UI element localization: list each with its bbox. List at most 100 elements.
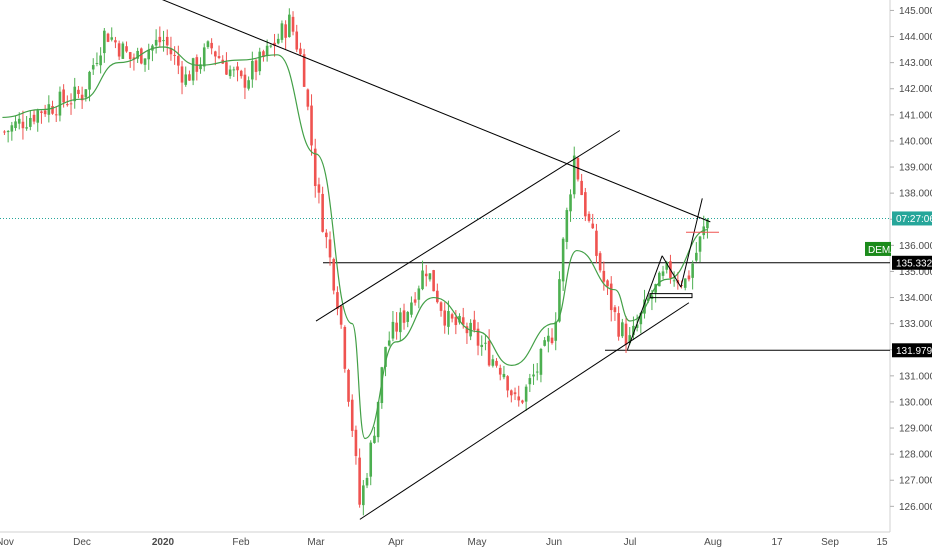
lower-channel-line[interactable] — [359, 302, 690, 520]
x-tick-label: May — [468, 537, 487, 548]
candle-up — [103, 30, 106, 54]
candle-up — [73, 86, 77, 102]
candle-up — [206, 41, 210, 47]
candle-down — [313, 148, 317, 187]
x-tick-label: 17 — [771, 537, 783, 548]
candle-down — [114, 40, 117, 43]
candle-down — [347, 369, 350, 402]
candle-down — [51, 105, 54, 114]
candle-up — [406, 312, 410, 322]
candle-down — [584, 192, 587, 217]
descending-trendline[interactable] — [2, 0, 711, 223]
candle-down — [291, 16, 295, 32]
candle-down — [487, 340, 491, 366]
upper-channel-line[interactable] — [315, 130, 621, 322]
candle-down — [354, 429, 358, 457]
candle-up — [558, 279, 561, 322]
candle-up — [543, 340, 546, 346]
candle-down — [243, 74, 247, 88]
candle-up — [265, 45, 269, 56]
wedge-line-a[interactable] — [626, 255, 663, 350]
candle-down — [217, 56, 221, 58]
candle-down — [106, 33, 110, 42]
support-price-tag-bg — [892, 343, 932, 358]
dema-indicator-tag[interactable]: DEMA — [868, 245, 897, 256]
candle-up — [25, 127, 28, 129]
price-tags: 07:27:06 135.332 131.979 DEMA — [865, 211, 932, 358]
candle-up — [532, 374, 535, 377]
candle-down — [158, 36, 162, 43]
y-tick-label: 140.000 — [899, 136, 932, 147]
y-tick-label: 130.000 — [899, 397, 932, 408]
x-tick-label: Jun — [546, 537, 562, 548]
candle-up — [199, 64, 202, 70]
candle-up — [121, 43, 125, 59]
candle-up — [524, 386, 528, 402]
wedge-line-b[interactable] — [661, 255, 682, 288]
x-tick-label: Feb — [232, 537, 250, 548]
y-tick-label: 139.000 — [899, 163, 932, 174]
trendlines — [2, 0, 711, 520]
consolidation-box — [649, 293, 693, 299]
candle-up — [628, 335, 632, 344]
candle-down — [77, 89, 80, 95]
candle-down — [402, 310, 406, 323]
x-tick-label: 15 — [876, 537, 888, 548]
x-tick-label: Sep — [821, 537, 839, 548]
candle-up — [469, 322, 472, 337]
candle-up — [621, 322, 624, 337]
y-tick-label: 131.000 — [899, 371, 932, 382]
candle-down — [299, 48, 302, 55]
candle-down — [273, 42, 276, 46]
candle-down — [609, 283, 613, 311]
candle-up — [569, 194, 572, 212]
candle-up — [391, 321, 395, 339]
candle-up — [399, 312, 402, 333]
candle-down — [436, 290, 439, 303]
candle-down — [510, 390, 513, 396]
candle-up — [288, 14, 291, 38]
candle-up — [247, 80, 250, 89]
candle-down — [239, 70, 243, 77]
candle-up — [143, 58, 147, 65]
candle-down — [66, 104, 69, 106]
y-tick-label: 126.000 — [899, 502, 932, 513]
candle-up — [110, 37, 114, 40]
candle-down — [602, 270, 606, 282]
x-tick-label: Dec — [73, 537, 91, 548]
candle-down — [687, 275, 691, 280]
candle-down — [513, 392, 517, 395]
candle-down — [317, 184, 321, 193]
candle-down — [43, 110, 47, 115]
candle-down — [69, 103, 73, 105]
candle-down — [587, 213, 591, 221]
candle-up — [276, 38, 280, 44]
wedge-line-c[interactable] — [680, 198, 703, 288]
candle-up — [387, 340, 391, 346]
candle-up — [269, 45, 273, 47]
candle-down — [54, 114, 58, 116]
candle-up — [91, 65, 95, 70]
candle-up — [480, 344, 484, 348]
candle-down — [21, 121, 25, 129]
y-tick-label: 142.000 — [899, 84, 932, 95]
x-tick-label: Apr — [388, 537, 404, 548]
candle-down — [443, 310, 447, 326]
candle-up — [280, 23, 284, 40]
x-tick-label: Aug — [704, 537, 722, 548]
time-axis[interactable]: Nov Dec 2020 Feb Mar Apr May Jun Jul Aug 17 Sep 15 — [0, 537, 888, 548]
candle-down — [325, 232, 328, 238]
candle-down — [424, 273, 428, 277]
candle-up — [373, 435, 376, 443]
y-tick-label: 141.000 — [899, 110, 932, 121]
candle-down — [576, 158, 580, 180]
candle-up — [632, 325, 635, 336]
candle-up — [484, 342, 487, 344]
candle-up — [683, 278, 687, 288]
candle-up — [491, 359, 495, 366]
candle-up — [665, 262, 669, 270]
candle-down — [332, 259, 336, 291]
candle-up — [95, 62, 99, 64]
candle-down — [598, 253, 602, 271]
dema-tag-bg — [865, 241, 891, 256]
